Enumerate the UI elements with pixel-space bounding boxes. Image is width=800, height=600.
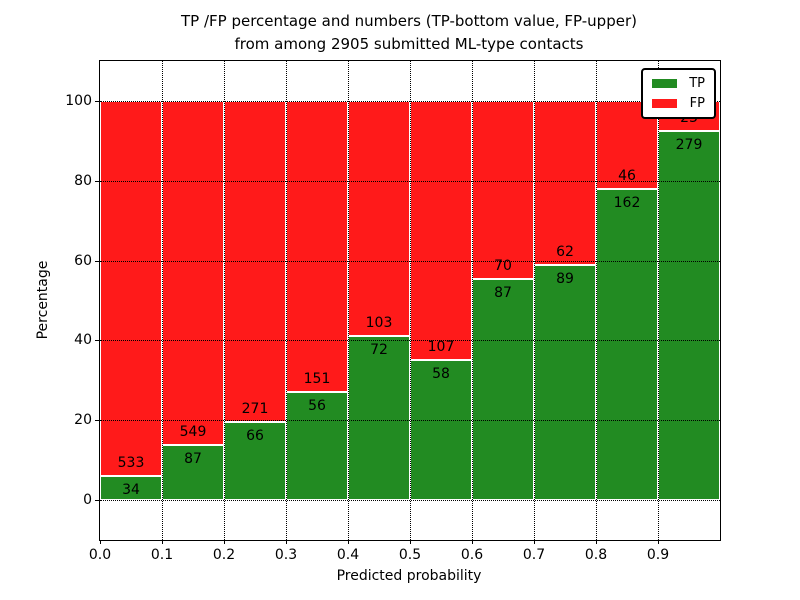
x-tick-label: 0.9 <box>646 547 670 563</box>
fp-bar-segment <box>472 100 534 279</box>
y-tick-mark <box>95 180 99 182</box>
horizontal-gridline <box>100 500 720 502</box>
horizontal-gridline <box>100 180 720 182</box>
tp-bar-segment <box>534 264 596 501</box>
legend-entry: TP <box>652 76 705 91</box>
x-tick-mark <box>224 540 225 544</box>
fp-bar-segment <box>100 100 162 477</box>
tp-bar-segment <box>100 476 162 501</box>
x-axis-label: Predicted probability <box>336 568 482 584</box>
fp-bar-segment <box>348 100 410 336</box>
fp-count-label: 103 <box>365 314 393 331</box>
vertical-gridline <box>162 61 163 540</box>
x-tick-label: 0.4 <box>336 547 360 563</box>
tp-count-label: 34 <box>122 482 140 499</box>
x-tick-mark <box>348 540 349 544</box>
tp-count-label: 87 <box>494 284 512 301</box>
chart-title-line1: TP /FP percentage and numbers (TP-bottom… <box>181 12 637 30</box>
tp-count-label: 56 <box>308 398 326 415</box>
x-tick-mark <box>410 540 411 544</box>
legend-label: TP <box>689 76 705 91</box>
horizontal-gridline <box>100 260 720 262</box>
y-tick-mark <box>95 100 99 102</box>
chart-title-line2: from among 2905 submitted ML-type contac… <box>234 35 584 53</box>
horizontal-gridline <box>100 100 720 102</box>
fp-count-label: 271 <box>241 400 269 417</box>
fp-count-label: 62 <box>556 243 574 260</box>
horizontal-gridline <box>100 420 720 422</box>
fp-bar-segment <box>534 100 596 265</box>
tp-bar-segment <box>658 131 720 501</box>
tp-count-label: 89 <box>556 270 574 287</box>
y-axis-label: Percentage <box>35 260 51 340</box>
y-tick-label: 100 <box>65 92 92 109</box>
tp-bar-segment <box>348 335 410 501</box>
fp-count-label: 107 <box>427 338 455 355</box>
vertical-gridline <box>224 61 225 540</box>
legend: TP FP <box>641 68 716 119</box>
x-tick-mark <box>286 540 287 544</box>
tp-count-label: 87 <box>184 451 202 468</box>
tp-count-label: 162 <box>613 195 641 212</box>
x-tick-label: 0.2 <box>212 547 236 563</box>
horizontal-gridline <box>100 340 720 342</box>
tp-count-label: 66 <box>246 427 264 444</box>
y-tick-mark <box>95 260 99 262</box>
vertical-gridline <box>534 61 535 540</box>
tp-bar-segment <box>596 189 658 501</box>
x-tick-mark <box>658 540 659 544</box>
x-tick-label: 0.5 <box>398 547 422 563</box>
fp-count-label: 70 <box>494 257 512 274</box>
x-tick-mark <box>162 540 163 544</box>
x-tick-label: 0.8 <box>584 547 608 563</box>
x-tick-label: 0.6 <box>460 547 484 563</box>
fp-count-label: 46 <box>618 168 636 185</box>
fp-count-label: 151 <box>303 371 331 388</box>
y-tick-label: 0 <box>83 492 92 509</box>
tp-legend-swatch <box>652 79 677 88</box>
y-tick-label: 40 <box>74 332 92 349</box>
tp-count-label: 279 <box>675 137 703 154</box>
fp-bar-segment <box>286 100 348 393</box>
y-tick-mark <box>95 420 99 422</box>
vertical-gridline <box>472 61 473 540</box>
x-tick-mark <box>534 540 535 544</box>
tp-count-label: 58 <box>432 365 450 382</box>
x-tick-mark <box>596 540 597 544</box>
tp-count-label: 72 <box>370 341 388 358</box>
y-tick-mark <box>95 500 99 502</box>
fp-count-label: 533 <box>117 455 145 472</box>
vertical-gridline <box>410 61 411 540</box>
x-tick-label: 0.7 <box>522 547 546 563</box>
fp-count-label: 549 <box>179 424 207 441</box>
chart-title: TP /FP percentage and numbers (TP-bottom… <box>99 10 719 56</box>
x-tick-label: 0.0 <box>88 547 112 563</box>
plot-area: 533 34 0.0 549 87 0.1 271 66 0.2 151 56 0.3 103 72 0.4… <box>65 60 721 563</box>
x-tick-mark <box>100 540 101 544</box>
legend-entry: FP <box>652 96 705 111</box>
fp-bar-segment <box>410 100 472 360</box>
y-tick-label: 20 <box>74 412 92 429</box>
y-tick-label: 60 <box>74 252 92 269</box>
fp-bar-segment <box>162 100 224 446</box>
tp-bar-segment <box>162 445 224 501</box>
fp-legend-swatch <box>652 99 677 108</box>
vertical-gridline <box>658 61 659 540</box>
tp-bar-segment <box>472 278 534 501</box>
x-tick-label: 0.1 <box>150 547 174 563</box>
y-tick-label: 80 <box>74 172 92 189</box>
vertical-gridline <box>286 61 287 540</box>
vertical-gridline <box>596 61 597 540</box>
x-tick-mark <box>472 540 473 544</box>
x-tick-label: 0.3 <box>274 547 298 563</box>
y-tick-mark <box>95 340 99 342</box>
vertical-gridline <box>348 61 349 540</box>
legend-label: FP <box>689 96 705 111</box>
